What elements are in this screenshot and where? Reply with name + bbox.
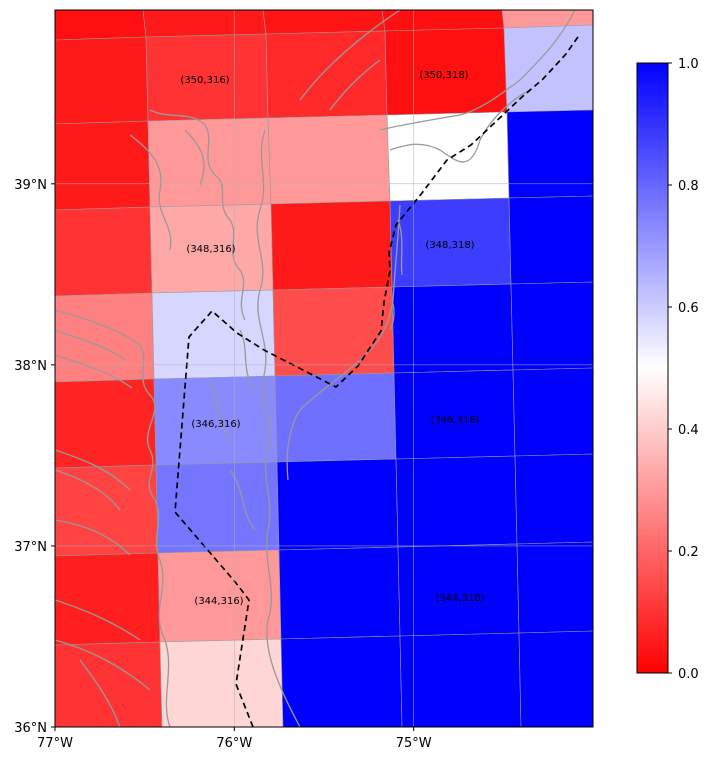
lat-tick-label: 36°N (14, 721, 47, 736)
colorbar-ticks: 0.0 0.2 0.4 0.6 0.8 1.0 (668, 57, 699, 682)
grid-cell (142, 10, 267, 38)
cell-labels: (350,316) (350,318) (348,316) (348,318) (346… (180, 70, 484, 607)
grid-cell (397, 543, 520, 637)
grid-cell (506, 109, 593, 199)
grid-cell (55, 464, 159, 557)
cell-label: (344,318) (435, 593, 484, 604)
grid-cell (262, 10, 386, 35)
lon-tick-label: 77°W (37, 736, 73, 751)
lon-tick-label: 76°W (216, 736, 252, 751)
grid-cell (503, 24, 593, 113)
colorbar-tick-label: 0.2 (678, 545, 699, 560)
grid-cell (276, 458, 399, 551)
grid-cell (55, 120, 151, 211)
cell-label: (348,318) (425, 240, 474, 251)
lat-tick-label: 37°N (14, 540, 47, 555)
graticule (55, 10, 593, 727)
grid-cell (399, 632, 522, 727)
grid-cell (391, 283, 514, 374)
lon-tick-label: 75°W (396, 736, 432, 751)
grid-cell (55, 10, 147, 41)
grid-cell (55, 206, 153, 297)
map-frame (54, 9, 594, 728)
grid-cell (270, 200, 393, 291)
grid-cell (518, 630, 593, 727)
grid-cell (381, 10, 505, 32)
cell-label: (346,318) (430, 415, 479, 426)
grid-cell (395, 455, 518, 548)
longitude-axis: 77°W 76°W 75°W (37, 727, 432, 751)
grid-cell (272, 286, 395, 377)
grid-cell (55, 36, 149, 125)
state-borders (174, 33, 581, 727)
grid-cell (501, 10, 593, 29)
grid-cell (55, 292, 155, 383)
grid-cell (508, 195, 593, 285)
grid-cell (55, 552, 161, 646)
grid-cell (159, 638, 284, 727)
map-area: (350,316) (350,318) (348,316) (348,318) (346… (55, 10, 593, 727)
grid-cell (147, 117, 272, 208)
grid-cell (280, 635, 403, 727)
colorbar-tick-label: 0.4 (678, 423, 699, 438)
grid-cell (265, 30, 388, 119)
colorbar-tick-label: 1.0 (678, 57, 699, 72)
colorbar-tick-label: 0.0 (678, 667, 699, 682)
grid-cell (55, 641, 163, 727)
cell-label: (348,316) (186, 244, 235, 255)
grid-cell (516, 541, 593, 634)
cell-label: (350,316) (180, 75, 229, 86)
grid-cell (512, 367, 593, 457)
grid-cell (278, 546, 401, 640)
grid-cells (55, 10, 593, 727)
latitude-axis: 39°N 38°N 37°N 36°N (14, 178, 55, 736)
colorbar-gradient (636, 62, 669, 674)
lat-tick-label: 38°N (14, 359, 47, 374)
colorbar-tick-label: 0.8 (678, 179, 699, 194)
grid-cell (155, 461, 280, 554)
lat-tick-label: 39°N (14, 178, 47, 193)
cell-label: (350,318) (419, 70, 468, 81)
colorbar: 0.0 0.2 0.4 0.6 0.8 1.0 (636, 57, 699, 682)
colorbar-tick-label: 0.6 (678, 301, 699, 316)
grid-cell (510, 281, 593, 371)
grid-cell (514, 453, 593, 545)
grid-cell (267, 114, 391, 205)
coastline (55, 10, 576, 727)
cell-label: (346,316) (191, 419, 240, 430)
cell-label: (344,316) (194, 596, 243, 607)
grid-cell (151, 289, 276, 380)
state-border-line (174, 33, 581, 727)
